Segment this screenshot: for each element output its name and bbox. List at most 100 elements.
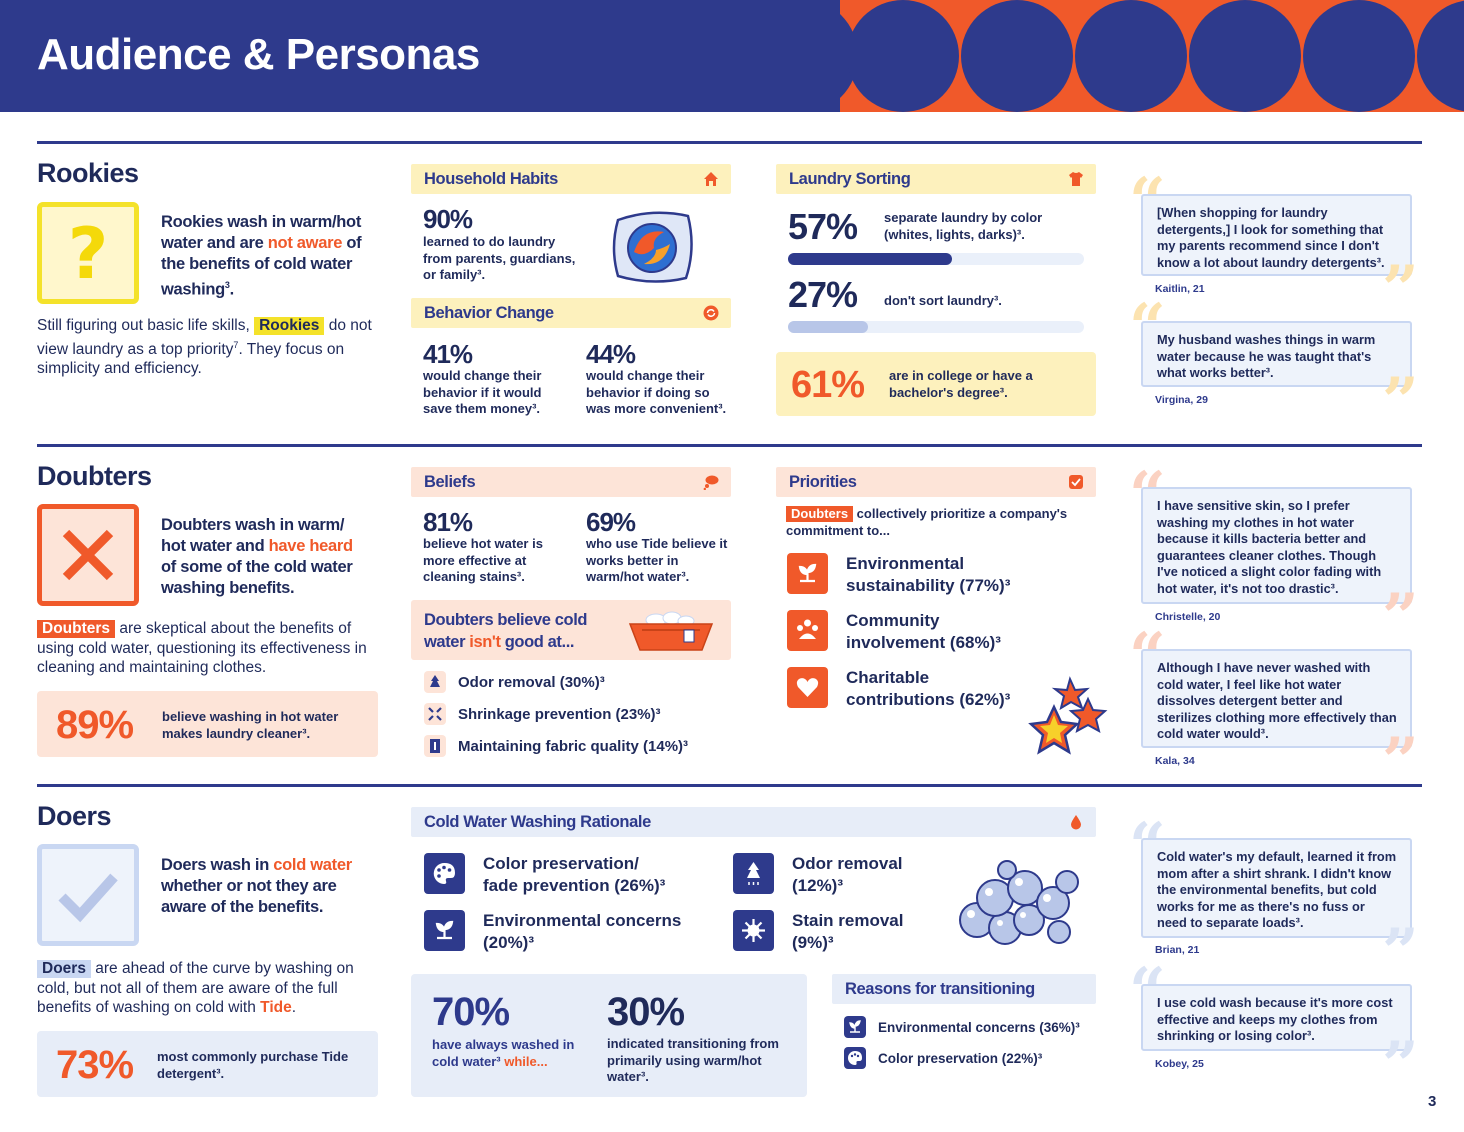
rationale-item: Stain removal (9%)³ [792,911,904,952]
cold-bad-item: Maintaining fabric quality (14%)³ [458,738,689,755]
quote-author: Kobey, 25 [1155,1058,1204,1070]
transition-text-2: indicated transitioning from primarily u… [607,1036,779,1084]
quote-close-icon: ” [1382,724,1419,799]
page-title: Audience & Personas [37,30,480,79]
stain-icon [733,910,774,951]
doubters-stat-card: 89% believe washing in hot water makes l… [37,691,378,757]
rationale-item: Color preservation/fade prevention (26%)… [483,854,666,895]
priority-item: Community involvement (68%)³ [846,611,1001,652]
sprout-icon [787,553,828,594]
section-divider [37,141,1422,144]
section-divider [37,444,1422,447]
cold-bad-item: Odor removal (30%)³ [458,674,605,691]
beliefs-header: Beliefs [411,467,731,497]
behavior-text-1: would change their behavior if it would … [423,368,542,416]
transition-text-1: have always washed in cold water³ while.… [432,1037,575,1069]
rationale-header: Cold Water Washing Rationale [411,807,1096,837]
priority-item: Environmental sustainability (77%)³ [846,554,1011,595]
laundry-basket-icon [628,611,714,651]
behavior-change-header: Behavior Change [411,298,731,328]
cold-bad-item: Shrinkage prevention (23%)³ [458,706,661,723]
quote-card: Cold water's my default, learned it from… [1141,838,1412,938]
education-stat: 61% [791,364,865,406]
reason-item: Color preservation (22%)³ [878,1051,1043,1066]
quote-author: Virgina, 29 [1155,394,1208,406]
heart-icon [787,667,828,708]
shrink-icon [424,703,446,725]
quote-close-icon: ” [1382,252,1419,327]
household-stat: 90% [423,204,473,234]
sprout-icon [844,1016,866,1038]
house-icon [704,172,718,186]
rationale-item: Environmental concerns (20%)³ [483,911,682,952]
detergent-pod-icon [612,211,693,283]
community-icon [787,610,828,651]
education-card: 61% are in college or have a bachelor's … [776,352,1096,416]
doubters-body: Doubters are skeptical about the benefit… [37,620,367,676]
rationale-item: Odor removal (12%)³ [792,854,903,895]
doubters-stat-text: believe washing in hot water makes laund… [162,709,339,741]
reasons-header: Reasons for transitioning [832,974,1096,1004]
beliefs-text-1: believe hot water is more effective at c… [423,536,543,584]
sorting-text-1: separate laundry by color (whites, light… [884,210,1043,242]
priorities-intro: Doubters collectively prioritize a compa… [786,506,1068,538]
quote-author: Brian, 21 [1155,944,1200,956]
doers-body: Doers are ahead of the curve by washing … [37,960,354,1016]
beliefs-stat-2: 69% [586,507,636,537]
header-pattern [780,0,1464,112]
quote-card: I use cold wash because it's more cost e… [1141,984,1412,1051]
palette-icon [424,853,465,894]
doubters-stat: 89% [56,703,134,747]
transition-stat-1: 70% [432,990,510,1034]
transition-stat-2: 30% [607,990,685,1034]
beliefs-text-2: who use Tide believe it works better in … [586,536,728,584]
priorities-header: Priorities [776,467,1096,497]
cold-water-bad-card: Doubters believe cold water isn't good a… [411,600,731,660]
behavior-stat-1: 41% [423,339,473,369]
quote-close-icon: ” [1382,915,1419,990]
doubters-lead: Doubters wash in warm/ hot water and hav… [161,516,353,597]
doers-stat: 73% [56,1043,134,1087]
sprout-icon [424,910,465,951]
sorting-stat-1: 57% [788,206,858,247]
water-drop-icon [1071,815,1081,830]
priority-item: Charitable contributions (62%)³ [846,668,1011,709]
rookies-lead: Rookies wash in warm/hot water and are n… [161,213,362,299]
x-mark-icon [37,504,139,606]
fabric-tag-icon [424,735,446,757]
odor-icon [424,671,446,693]
refresh-icon [703,305,719,321]
rookies-title: Rookies [37,158,139,188]
checkbox-icon [1069,475,1083,489]
household-habits-header: Household Habits [411,164,731,194]
quote-close-icon: ” [1382,364,1419,439]
quote-author: Kaitlin, 21 [1155,283,1205,295]
reason-item: Environmental concerns (36%)³ [878,1020,1080,1035]
doers-lead: Doers wash in cold water whether or not … [161,856,352,916]
shirt-icon [1069,172,1083,186]
doers-stat-text: most commonly purchase Tide detergent³. [157,1049,349,1081]
education-text: are in college or have a bachelor's degr… [889,368,1033,400]
quote-close-icon: ” [1382,580,1419,655]
sorting-bar-2-fill [788,321,868,333]
sorting-bar-1-fill [788,253,952,265]
behavior-stat-2: 44% [586,339,636,369]
page-number: 3 [1428,1093,1437,1110]
doers-stat-card: 73% most commonly purchase Tide detergen… [37,1031,378,1097]
quote-author: Christelle, 20 [1155,611,1221,623]
stars-icon [1028,676,1108,755]
sorting-stat-2: 27% [788,274,858,315]
quote-card: Although I have never washed with cold w… [1141,649,1412,748]
palette-icon [844,1047,866,1069]
rookies-body: Still figuring out basic life skills, Ro… [37,317,372,378]
quote-close-icon: ” [1382,1028,1419,1103]
header-banner: Audience & Personas [0,0,1464,112]
odor-icon [733,853,774,894]
thought-bubble-icon [703,475,719,490]
section-divider [37,784,1422,787]
household-text: learned to do laundry from parents, guar… [423,234,576,282]
beliefs-stat-1: 81% [423,507,473,537]
quote-card: I have sensitive skin, so I prefer washi… [1141,487,1412,604]
quote-author: Kala, 34 [1155,755,1195,767]
question-icon: ? [37,202,139,304]
